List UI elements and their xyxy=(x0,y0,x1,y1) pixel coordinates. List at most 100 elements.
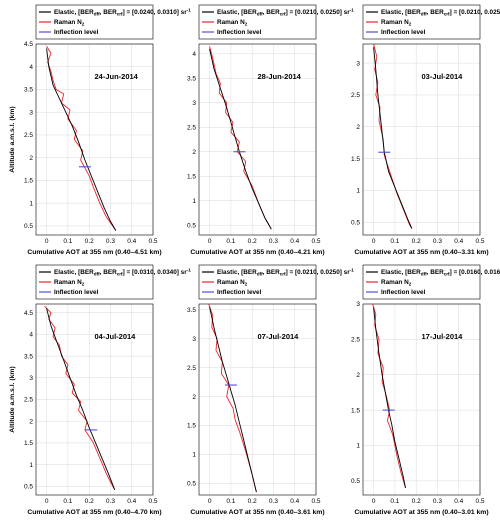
raman-line xyxy=(209,46,272,230)
legend-elastic-label: Elastic, [BERdff, BERcrf] = [0.0210, 0.0… xyxy=(217,8,354,17)
y-tick-label: 3 xyxy=(356,60,360,67)
legend-elastic-mid: , BER xyxy=(263,9,280,16)
legend-raman-label: Raman N2 xyxy=(381,19,412,27)
legend-box xyxy=(198,264,317,300)
date-label: 17-Jul-2014 xyxy=(422,332,464,341)
legend-elastic-sub: crf xyxy=(444,272,450,277)
legend-raman-label: Raman N2 xyxy=(217,19,248,27)
x-tick-label: 0.4 xyxy=(290,498,299,505)
date-label: 04-Jul-2014 xyxy=(95,332,137,341)
x-axis-title: Cumulative AOT at 355 nm (0.40–3.01 km) xyxy=(354,509,488,516)
y-tick-label: 4 xyxy=(192,51,196,58)
legend-box xyxy=(362,4,481,40)
elastic-line xyxy=(373,47,413,229)
legend-elastic-mid: , BER xyxy=(427,269,444,276)
legend-elastic-unit: sr xyxy=(179,269,187,276)
y-tick-label: 3 xyxy=(356,301,360,308)
legend: Elastic, [BERdff, BERcrf] = [0.0160, 0.0… xyxy=(362,264,500,300)
y-tick-label: 3.5 xyxy=(187,75,196,82)
legend-inflection-label: Inflection level xyxy=(54,289,99,296)
y-tick-label: 1 xyxy=(356,188,360,195)
legend-elastic-sub: crf xyxy=(117,272,123,277)
y-tick-label: 0.5 xyxy=(24,223,33,230)
legend-elastic-unit-sup: -1 xyxy=(187,8,192,13)
legend-ber-values: [0.0240, 0.0310] xyxy=(132,9,179,16)
y-axis-title: Altitude a.m.s.l. (km) xyxy=(9,366,16,432)
y-tick-label: 2.5 xyxy=(24,397,33,404)
y-tick-label: 1.5 xyxy=(24,178,33,185)
y-tick-label: 1 xyxy=(192,198,196,205)
y-tick-label: 2 xyxy=(192,394,196,401)
legend-elastic-close: ] = xyxy=(286,269,295,276)
panel-4: 0 0.1 0.2 0.3 0.4 0.5 0.5 1 1.5 2 2.5 3 3.5 4 4.5 04-Ju… xyxy=(9,264,191,516)
x-tick-label: 0.2 xyxy=(248,498,257,505)
y-axis-title: Altitude a.m.s.l. (km) xyxy=(9,106,16,172)
legend-elastic-prefix: Elastic, [BER xyxy=(381,9,421,16)
date-label: 03-Jul-2014 xyxy=(422,72,464,81)
legend-ber-values: [0.0210, 0.0250] xyxy=(459,9,500,16)
x-tick-label: 0.3 xyxy=(433,498,442,505)
y-tick-label: 4.5 xyxy=(24,41,33,48)
y-tick-label: 0.5 xyxy=(187,481,196,488)
legend: Elastic, [BERdff, BERcrf] = [0.0210, 0.0… xyxy=(362,4,500,40)
raman-line xyxy=(46,46,117,231)
y-tick-label: 2 xyxy=(356,124,360,131)
y-tick-label: 4 xyxy=(29,332,33,339)
legend-elastic-sub: crf xyxy=(117,12,123,17)
legend-raman-label: Raman N2 xyxy=(217,279,248,287)
legend-inflection-text: Inflection level xyxy=(217,29,262,36)
legend-elastic-prefix: Elastic, [BER xyxy=(381,269,421,276)
elastic-line xyxy=(46,48,117,231)
plot-frame xyxy=(198,303,317,496)
y-tick-label: 0.5 xyxy=(351,219,360,226)
y-tick-label: 1.5 xyxy=(187,173,196,180)
y-tick-label: 1.5 xyxy=(187,423,196,430)
y-tick-label: 3 xyxy=(192,336,196,343)
legend-elastic-sub: crf xyxy=(280,12,286,17)
x-tick-label: 0.2 xyxy=(85,238,94,245)
legend-box xyxy=(362,264,481,300)
x-axis-title: Cumulative AOT at 355 nm (0.40–3.61 km) xyxy=(190,509,324,516)
legend: Elastic, [BERdff, BERcrf] = [0.0240, 0.0… xyxy=(35,4,192,40)
x-axis-title: Cumulative AOT at 355 nm (0.40–4.21 km) xyxy=(190,249,324,256)
legend-elastic-close: ] = xyxy=(286,9,295,16)
legend-inflection-text: Inflection level xyxy=(381,29,426,36)
legend-inflection-label: Inflection level xyxy=(381,29,426,36)
legend-raman-sub: 2 xyxy=(82,282,85,287)
y-tick-label: 1.5 xyxy=(24,440,33,447)
legend-elastic-unit-sup: -1 xyxy=(350,8,355,13)
legend-elastic-sub: dff xyxy=(257,272,263,277)
date-label: 28-Jun-2014 xyxy=(258,72,302,81)
x-axis-title: Cumulative AOT at 355 nm (0.40–4.51 km) xyxy=(27,249,161,256)
y-tick-label: 3 xyxy=(192,100,196,107)
plot-frame xyxy=(35,43,154,236)
x-tick-label: 0 xyxy=(208,498,212,505)
legend-raman-main: Raman N xyxy=(217,19,245,26)
x-tick-label: 0.3 xyxy=(106,238,115,245)
x-tick-label: 0.5 xyxy=(311,238,320,245)
legend-inflection-text: Inflection level xyxy=(54,29,99,36)
x-tick-label: 0.5 xyxy=(475,498,484,505)
legend-inflection-text: Inflection level xyxy=(381,289,426,296)
y-tick-label: 0.5 xyxy=(24,484,33,491)
y-tick-label: 3 xyxy=(29,375,33,382)
legend-elastic-sub: dff xyxy=(94,12,100,17)
y-tick-label: 2 xyxy=(356,372,360,379)
legend-inflection-text: Inflection level xyxy=(217,289,262,296)
x-tick-label: 0 xyxy=(208,238,212,245)
y-tick-label: 2 xyxy=(192,149,196,156)
legend-elastic-unit: sr xyxy=(342,269,350,276)
x-tick-label: 0.1 xyxy=(390,498,399,505)
legend-elastic-prefix: Elastic, [BER xyxy=(54,269,94,276)
legend-raman-sub: 2 xyxy=(409,22,412,27)
legend-elastic-label: Elastic, [BERdff, BERcrf] = [0.0210, 0.0… xyxy=(217,268,354,277)
y-tick-label: 1 xyxy=(29,200,33,207)
legend-raman-sub: 2 xyxy=(245,22,248,27)
legend-inflection-label: Inflection level xyxy=(217,289,262,296)
raman-line xyxy=(372,303,406,489)
y-tick-label: 1 xyxy=(29,462,33,469)
legend-elastic-sub: dff xyxy=(94,272,100,277)
y-tick-label: 3.5 xyxy=(24,87,33,94)
y-tick-label: 1 xyxy=(192,452,196,459)
panel-6: 0 0.1 0.2 0.3 0.4 0.5 0.5 1 1.5 2 2.5 3 17-Jul-2014 C… xyxy=(351,264,500,516)
